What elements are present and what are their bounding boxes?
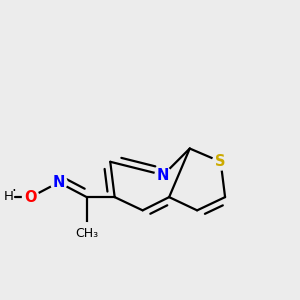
Circle shape [155,167,172,183]
Circle shape [212,154,229,170]
Circle shape [50,174,67,190]
Text: O: O [25,190,37,205]
Text: CH₃: CH₃ [75,227,98,240]
Text: ·: · [12,184,16,199]
Text: N: N [157,167,170,182]
Circle shape [22,189,39,206]
Text: N: N [52,175,65,190]
Text: H: H [4,190,14,203]
Circle shape [76,223,98,245]
Text: S: S [215,154,226,169]
